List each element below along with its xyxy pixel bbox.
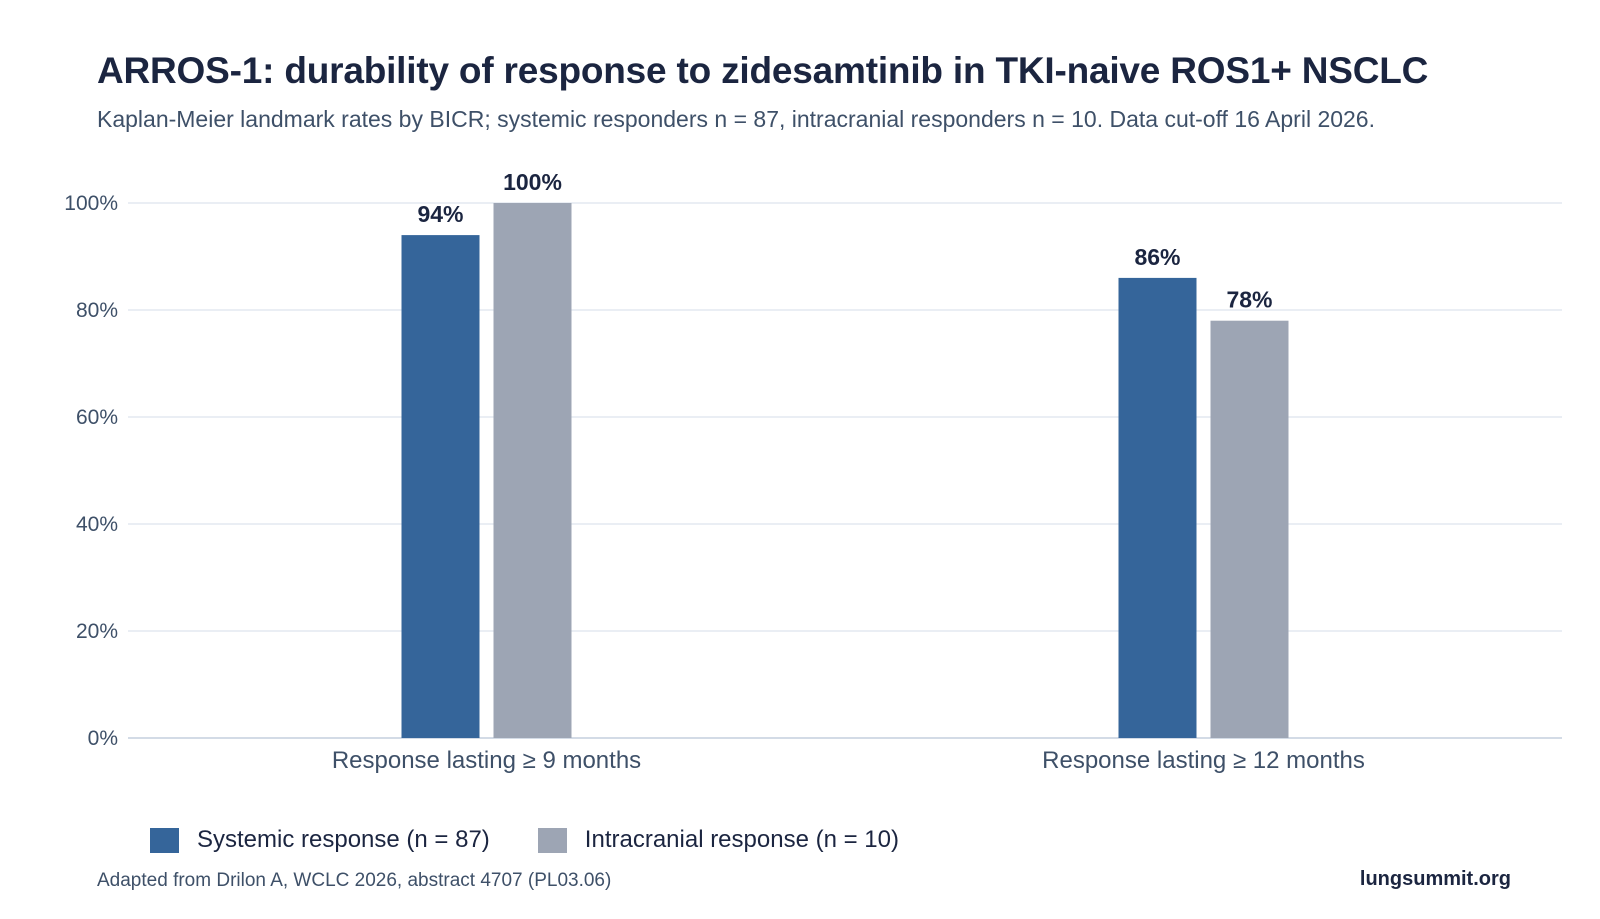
y-tick-label: 100% bbox=[64, 192, 118, 215]
data-label: 86% bbox=[1134, 244, 1180, 270]
y-tick-label: 40% bbox=[76, 513, 118, 536]
legend-label-intracranial: Intracranial response (n = 10) bbox=[584, 826, 899, 853]
y-tick-label: 0% bbox=[88, 727, 118, 750]
brand-link[interactable]: lungsummit.org bbox=[1359, 868, 1511, 890]
data-label: 78% bbox=[1226, 287, 1272, 313]
x-category-label: Response lasting ≥ 9 months bbox=[332, 747, 641, 774]
x-category-label: Response lasting ≥ 12 months bbox=[1042, 747, 1365, 774]
y-tick-label: 60% bbox=[76, 406, 118, 429]
legend-item-systemic: Systemic response (n = 87) bbox=[150, 826, 490, 854]
legend-label-systemic: Systemic response (n = 87) bbox=[197, 826, 490, 853]
bar-intracranial-1 bbox=[493, 203, 572, 738]
bar-intracranial-2 bbox=[1210, 320, 1289, 738]
chart-title: ARROS-1: durability of response to zides… bbox=[97, 50, 1429, 91]
bar-systemic-1 bbox=[401, 235, 480, 738]
chart-subtitle: Kaplan-Meier landmark rates by BICR; sys… bbox=[97, 106, 1375, 132]
data-label: 100% bbox=[503, 169, 562, 195]
legend: Systemic response (n = 87) Intracranial … bbox=[150, 826, 947, 854]
legend-item-intracranial: Intracranial response (n = 10) bbox=[537, 826, 899, 854]
source-note: Adapted from Drilon A, WCLC 2026, abstra… bbox=[97, 870, 612, 891]
legend-swatch-systemic bbox=[150, 827, 179, 853]
y-tick-label: 20% bbox=[76, 620, 118, 643]
y-tick-label: 80% bbox=[76, 299, 118, 322]
bar-systemic-2 bbox=[1118, 277, 1197, 738]
data-label: 94% bbox=[417, 201, 463, 227]
legend-swatch-intracranial bbox=[537, 827, 567, 853]
